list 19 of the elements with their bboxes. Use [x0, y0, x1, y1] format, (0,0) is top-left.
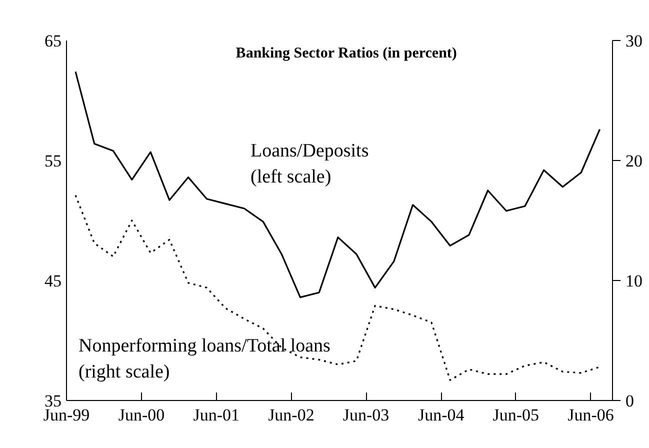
series-label: Nonperforming loans/Total loans (right scale): [78, 335, 330, 382]
series-label: Loans/Deposits (left scale): [250, 140, 369, 188]
x-tick-label: Jun-03: [342, 406, 390, 424]
x-tick-label: Jun-00: [118, 406, 165, 424]
chart-title: Banking Sector Ratios (in percent): [236, 46, 457, 62]
x-tick-label: Jun-01: [193, 406, 240, 424]
x-tick-label: Jun-06: [568, 406, 614, 424]
x-tick-label: Jun-02: [268, 406, 314, 424]
y-tick-label: 65: [44, 32, 62, 50]
y2-tick-label: 20: [626, 152, 642, 170]
line-series: [74, 194, 601, 381]
line-series: [74, 70, 601, 298]
y2-tick-label: 30: [626, 32, 642, 50]
y2-tick-label: 10: [626, 272, 642, 290]
x-tick-label: Jun-05: [492, 406, 540, 424]
y-tick-label: 55: [44, 152, 62, 170]
x-tick-label: Jun-04: [418, 406, 465, 424]
y-tick-label: 45: [44, 272, 62, 290]
y2-tick-label: 0: [626, 392, 634, 410]
